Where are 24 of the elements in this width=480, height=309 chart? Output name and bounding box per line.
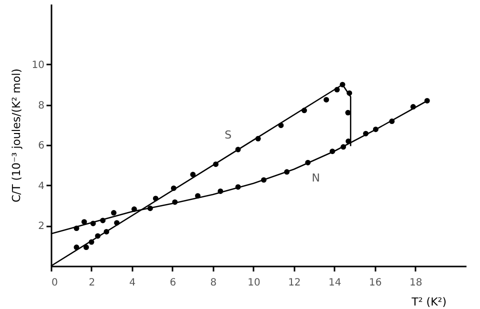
x-tick-label: 0 — [52, 278, 58, 288]
series-label: N — [312, 172, 320, 185]
point — [111, 210, 116, 216]
x-tick-label: 14 — [328, 278, 342, 288]
y-tick-label: 2 — [38, 221, 44, 232]
y-axis-title: C/T (10⁻³ joules/(K² mol) — [10, 68, 23, 202]
x-tick-label: 12 — [288, 278, 301, 288]
x-tick-label: 2 — [88, 278, 96, 288]
point — [81, 219, 87, 225]
x-axis-title: T² (K²) — [410, 296, 446, 308]
point — [424, 98, 430, 104]
y-tick-label: 6 — [38, 140, 44, 152]
x-tick-label: 4 — [129, 278, 136, 288]
point — [324, 96, 330, 102]
y-tick-label: 4 — [38, 180, 44, 192]
series-label: S — [224, 128, 232, 142]
y-tick-label: 8 — [38, 100, 44, 112]
x-tick-label: 6 — [170, 278, 176, 288]
point — [83, 244, 89, 250]
x-tick-label: 18 — [410, 278, 422, 288]
x-tick-label: 8 — [210, 278, 217, 288]
x-tick-label: 10 — [248, 278, 260, 288]
y-tick-label: 10 — [32, 60, 44, 71]
x-tick-label: 16 — [369, 278, 382, 288]
